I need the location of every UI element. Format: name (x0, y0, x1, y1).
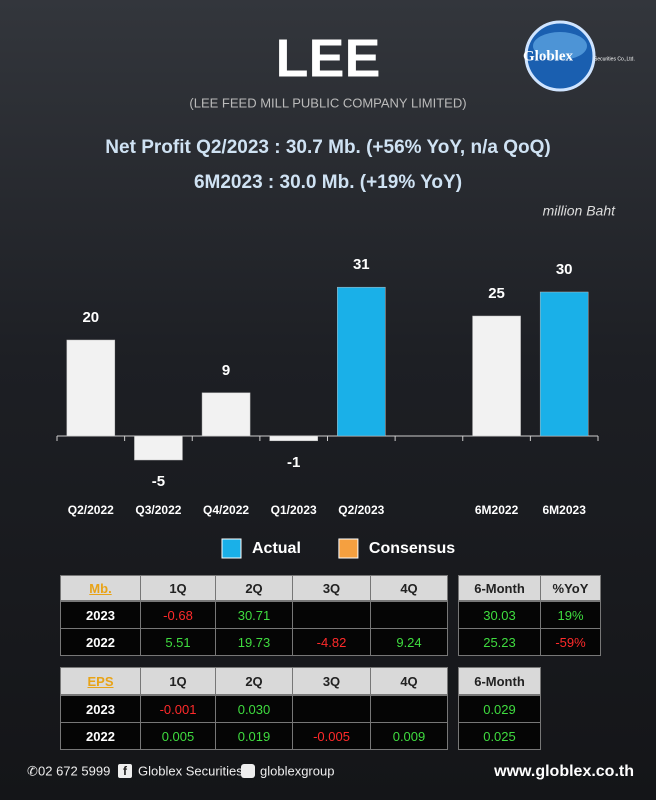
headline: 6M2023 : 30.0 Mb. (+19% YoY) (194, 172, 462, 193)
table-cell: 2022 (60, 628, 141, 656)
table-cell: 9.24 (370, 628, 448, 656)
telegram: globlexgroup (260, 763, 334, 778)
table-cell: 0.005 (140, 722, 216, 750)
value-label: 25 (488, 285, 505, 302)
facebook-icon (118, 764, 132, 778)
table-cell: 3Q (292, 667, 371, 695)
bar (337, 286, 386, 437)
table-cell: 1Q (140, 575, 216, 601)
bar (134, 435, 183, 461)
table-cell: -4.82 (292, 628, 371, 656)
table-cell: -0.001 (140, 695, 216, 723)
table-cell: 0.030 (215, 695, 293, 723)
table-cell: EPS (60, 667, 141, 695)
value-label: 9 (222, 362, 230, 379)
table-cell: 1Q (140, 667, 216, 695)
value-label: 31 (353, 256, 370, 273)
value-label: 20 (82, 309, 99, 326)
table-cell: 2Q (215, 667, 293, 695)
table-cell: 30.71 (215, 601, 293, 629)
unit-label: million Baht (543, 203, 616, 219)
bar (539, 291, 589, 437)
value-label: 30 (556, 261, 573, 278)
logo-shine (533, 32, 587, 60)
facebook-icon-f: f (123, 764, 128, 778)
table-cell: 3Q (292, 575, 371, 601)
table-cell: -0.68 (140, 601, 216, 629)
logo-text: Globlex (523, 48, 574, 64)
table-cell: 0.029 (458, 695, 541, 723)
facebook: Globlex Securities (138, 763, 243, 778)
table-cell: %YoY (540, 575, 601, 601)
table-cell: Mb. (60, 575, 141, 601)
bar (472, 315, 521, 437)
table-cell (370, 695, 448, 723)
value-label: -5 (152, 473, 165, 490)
table-cell: 0.009 (370, 722, 448, 750)
table-cell: 0.025 (458, 722, 541, 750)
x-tick-label: Q1/2023 (271, 503, 317, 517)
legend-swatch (221, 538, 242, 559)
table-cell: 6-Month (458, 667, 541, 695)
bar (66, 339, 116, 437)
legend-label: Actual (252, 540, 301, 557)
logo-subtext: Securities Co.,Ltd. (594, 56, 635, 62)
legend-swatch (338, 538, 359, 559)
table-cell: 25.23 (458, 628, 541, 656)
table-cell: -59% (540, 628, 601, 656)
table-cell (370, 601, 448, 629)
x-tick-label: Q4/2022 (203, 503, 249, 517)
table-cell: 19% (540, 601, 601, 629)
table-cell: 4Q (370, 575, 448, 601)
table-cell (292, 695, 371, 723)
table-cell: 2022 (60, 722, 141, 750)
table-cell: 2023 (60, 695, 141, 723)
legend-label: Consensus (369, 540, 455, 557)
telegram-icon (241, 764, 255, 778)
table-cell: 6-Month (458, 575, 541, 601)
x-tick-label: Q2/2023 (338, 503, 384, 517)
table-cell: 4Q (370, 667, 448, 695)
table-cell (292, 601, 371, 629)
bar (201, 392, 251, 437)
x-tick-label: Q3/2022 (135, 503, 181, 517)
table-cell: 2Q (215, 575, 293, 601)
x-tick-label: Q2/2022 (68, 503, 114, 517)
table-cell: 0.019 (215, 722, 293, 750)
company-name: (LEE FEED MILL PUBLIC COMPANY LIMITED) (189, 95, 466, 110)
phone-icon: ✆ (27, 763, 38, 778)
table-cell: 5.51 (140, 628, 216, 656)
value-label: -1 (287, 454, 300, 471)
phone: 02 672 5999 (38, 763, 110, 778)
headline: Net Profit Q2/2023 : 30.7 Mb. (+56% YoY,… (105, 137, 550, 158)
title: LEE (275, 28, 380, 88)
x-tick-label: 6M2022 (475, 503, 519, 517)
table-cell: 30.03 (458, 601, 541, 629)
table-cell: 2023 (60, 601, 141, 629)
x-tick-label: 6M2023 (543, 503, 587, 517)
table-cell: 19.73 (215, 628, 293, 656)
website: www.globlex.co.th (493, 763, 634, 780)
table-cell: -0.005 (292, 722, 371, 750)
bar (269, 435, 318, 442)
